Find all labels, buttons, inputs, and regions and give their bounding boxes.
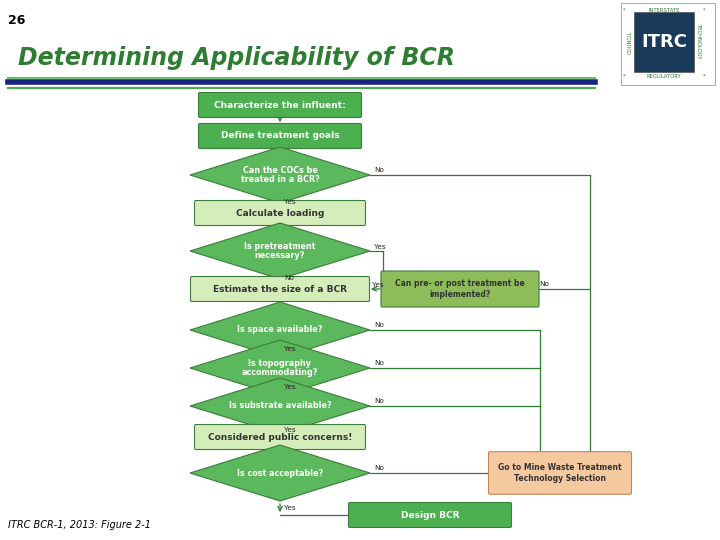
FancyBboxPatch shape bbox=[199, 92, 361, 118]
Text: No: No bbox=[374, 167, 384, 173]
Text: No: No bbox=[374, 398, 384, 404]
Text: Is cost acceptable?: Is cost acceptable? bbox=[237, 469, 323, 477]
Text: Is topography
accommodating?: Is topography accommodating? bbox=[242, 359, 318, 377]
Text: Can pre- or post treatment be
implemented?: Can pre- or post treatment be implemente… bbox=[395, 279, 525, 299]
Text: Estimate the size of a BCR: Estimate the size of a BCR bbox=[213, 285, 347, 294]
Text: ITRC BCR-1, 2013: Figure 2-1: ITRC BCR-1, 2013: Figure 2-1 bbox=[8, 520, 151, 530]
FancyBboxPatch shape bbox=[381, 271, 539, 307]
Text: No: No bbox=[374, 322, 384, 328]
FancyBboxPatch shape bbox=[194, 200, 366, 226]
Text: Define treatment goals: Define treatment goals bbox=[221, 132, 339, 140]
Text: Design BCR: Design BCR bbox=[401, 510, 459, 519]
Text: Yes: Yes bbox=[284, 505, 296, 511]
Text: Is space available?: Is space available? bbox=[238, 326, 323, 334]
FancyBboxPatch shape bbox=[634, 12, 694, 72]
FancyBboxPatch shape bbox=[488, 451, 631, 494]
Text: *: * bbox=[703, 73, 706, 78]
Text: *: * bbox=[703, 8, 706, 12]
Text: TECHNOLOGY: TECHNOLOGY bbox=[696, 24, 701, 60]
Text: Determining Applicability of BCR: Determining Applicability of BCR bbox=[18, 46, 455, 70]
Text: ITRC: ITRC bbox=[641, 33, 687, 51]
Text: *: * bbox=[623, 73, 626, 78]
Polygon shape bbox=[190, 223, 370, 279]
Text: 26: 26 bbox=[8, 14, 25, 27]
Text: Go to Mine Waste Treatment
Technology Selection: Go to Mine Waste Treatment Technology Se… bbox=[498, 463, 622, 483]
Text: Yes: Yes bbox=[284, 199, 296, 206]
Text: Yes: Yes bbox=[284, 384, 296, 390]
Text: Is substrate available?: Is substrate available? bbox=[229, 402, 331, 410]
Text: Considered public concerns!: Considered public concerns! bbox=[208, 433, 352, 442]
Text: *: * bbox=[623, 8, 626, 12]
Polygon shape bbox=[190, 340, 370, 396]
Polygon shape bbox=[190, 378, 370, 434]
Text: No: No bbox=[284, 275, 294, 281]
FancyBboxPatch shape bbox=[194, 424, 366, 449]
Text: Yes: Yes bbox=[374, 244, 386, 250]
Text: Yes: Yes bbox=[284, 427, 296, 433]
Text: Yes: Yes bbox=[284, 346, 296, 352]
Text: No: No bbox=[374, 465, 384, 471]
FancyBboxPatch shape bbox=[621, 3, 715, 85]
Text: Characterize the influent:: Characterize the influent: bbox=[214, 100, 346, 110]
Text: Yes: Yes bbox=[372, 282, 384, 288]
Polygon shape bbox=[190, 302, 370, 358]
Polygon shape bbox=[190, 147, 370, 203]
Text: COUNCIL: COUNCIL bbox=[628, 30, 632, 53]
Text: No: No bbox=[539, 281, 549, 287]
Text: REGULATORY: REGULATORY bbox=[647, 73, 681, 78]
FancyBboxPatch shape bbox=[199, 124, 361, 149]
Text: INTERSTATE: INTERSTATE bbox=[648, 8, 680, 12]
Text: Is pretreatment
necessary?: Is pretreatment necessary? bbox=[244, 241, 316, 260]
Text: No: No bbox=[374, 360, 384, 366]
Polygon shape bbox=[190, 445, 370, 501]
Text: Calculate loading: Calculate loading bbox=[236, 208, 324, 218]
Text: Can the COCs be
treated in a BCR?: Can the COCs be treated in a BCR? bbox=[240, 166, 320, 184]
FancyBboxPatch shape bbox=[191, 276, 369, 301]
FancyBboxPatch shape bbox=[348, 503, 511, 528]
